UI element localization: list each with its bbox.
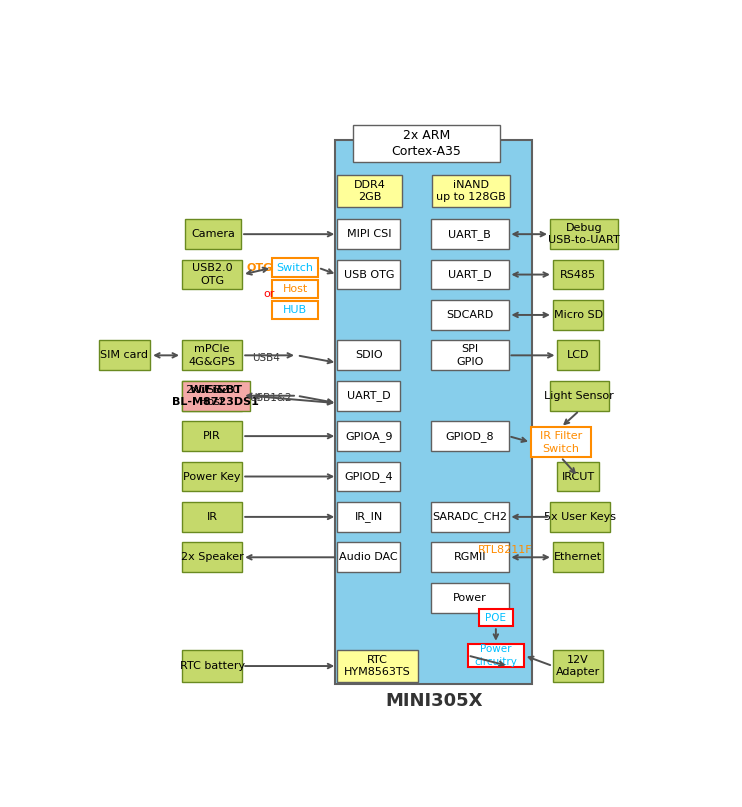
FancyBboxPatch shape [431, 542, 508, 572]
Text: iNAND
up to 128GB: iNAND up to 128GB [436, 180, 506, 203]
Text: WiFi&BT
BL-M8723DS1: WiFi&BT BL-M8723DS1 [172, 384, 259, 407]
Text: RTL8211F: RTL8211F [478, 546, 533, 555]
Text: or: or [263, 289, 275, 299]
FancyBboxPatch shape [337, 650, 418, 682]
Text: Switch: Switch [277, 263, 314, 273]
Text: 5x User Keys: 5x User Keys [544, 512, 616, 522]
Text: SARADC_CH2: SARADC_CH2 [432, 512, 508, 522]
Text: MINI305X: MINI305X [385, 692, 482, 710]
FancyBboxPatch shape [550, 381, 608, 411]
FancyBboxPatch shape [353, 125, 500, 162]
FancyBboxPatch shape [337, 175, 401, 207]
FancyBboxPatch shape [182, 650, 243, 682]
Text: USB2.0
OTG: USB2.0 OTG [191, 263, 232, 286]
Text: USB1&2: USB1&2 [249, 393, 292, 404]
Text: 2x ARM
Cortex-A35: 2x ARM Cortex-A35 [392, 129, 462, 158]
Text: UART_B: UART_B [448, 228, 491, 240]
Text: IRCUT: IRCUT [562, 471, 594, 482]
FancyBboxPatch shape [553, 542, 603, 572]
Text: RTC
HYM8563TS: RTC HYM8563TS [344, 654, 411, 677]
FancyBboxPatch shape [337, 462, 401, 491]
Text: MIPI CSI: MIPI CSI [347, 229, 391, 239]
FancyBboxPatch shape [337, 421, 401, 451]
FancyBboxPatch shape [431, 583, 508, 613]
Text: SPI
GPIO: SPI GPIO [456, 344, 483, 366]
Text: RTC battery: RTC battery [180, 661, 245, 671]
Text: LCD: LCD [567, 350, 589, 361]
FancyBboxPatch shape [182, 462, 243, 491]
FancyBboxPatch shape [553, 650, 603, 682]
FancyBboxPatch shape [335, 140, 532, 684]
Text: OTG: OTG [247, 263, 273, 274]
Text: SDIO: SDIO [355, 350, 383, 361]
Text: Audio DAC: Audio DAC [339, 552, 398, 562]
FancyBboxPatch shape [337, 341, 401, 370]
FancyBboxPatch shape [557, 341, 599, 370]
Text: IR: IR [206, 512, 217, 522]
Text: Ethernet: Ethernet [554, 552, 603, 562]
Text: IR_IN: IR_IN [355, 512, 383, 522]
Text: UART_D: UART_D [347, 391, 390, 401]
Text: Power
circuitry: Power circuitry [474, 644, 517, 667]
FancyBboxPatch shape [272, 279, 318, 298]
FancyBboxPatch shape [182, 542, 243, 572]
FancyBboxPatch shape [467, 644, 524, 667]
Text: Power: Power [453, 592, 487, 603]
FancyBboxPatch shape [337, 381, 401, 411]
FancyBboxPatch shape [337, 542, 401, 572]
FancyBboxPatch shape [337, 220, 401, 249]
FancyBboxPatch shape [99, 341, 150, 370]
Text: IR Filter
Switch: IR Filter Switch [540, 431, 582, 454]
Text: 2xUSB2.0
Host: 2xUSB2.0 Host [185, 384, 239, 407]
FancyBboxPatch shape [272, 258, 318, 277]
FancyBboxPatch shape [531, 428, 591, 458]
Text: HUB: HUB [283, 305, 307, 315]
Text: Power Key: Power Key [183, 471, 241, 482]
FancyBboxPatch shape [431, 260, 508, 290]
Text: GPIOD_4: GPIOD_4 [344, 471, 393, 482]
FancyBboxPatch shape [479, 608, 513, 626]
Text: mPCIe
4G&GPS: mPCIe 4G&GPS [188, 344, 235, 366]
Text: Micro SD: Micro SD [554, 310, 603, 320]
FancyBboxPatch shape [272, 301, 318, 320]
FancyBboxPatch shape [553, 300, 603, 330]
Text: POE: POE [485, 613, 506, 622]
FancyBboxPatch shape [431, 220, 508, 249]
FancyBboxPatch shape [432, 175, 510, 207]
Text: SDCARD: SDCARD [446, 310, 493, 320]
FancyBboxPatch shape [553, 260, 603, 290]
FancyBboxPatch shape [185, 220, 241, 249]
FancyBboxPatch shape [550, 220, 618, 249]
FancyBboxPatch shape [337, 260, 401, 290]
FancyBboxPatch shape [431, 502, 508, 532]
Text: RS485: RS485 [560, 270, 596, 279]
FancyBboxPatch shape [182, 502, 243, 532]
FancyBboxPatch shape [182, 421, 243, 451]
Text: Host: Host [283, 284, 308, 294]
FancyBboxPatch shape [550, 502, 611, 532]
Text: Light Sensor: Light Sensor [545, 391, 614, 401]
Text: USB OTG: USB OTG [344, 270, 394, 279]
Text: Debug
USB-to-UART: Debug USB-to-UART [548, 223, 620, 245]
Text: 2x Speaker: 2x Speaker [181, 552, 243, 562]
FancyBboxPatch shape [337, 502, 401, 532]
Text: DDR4
2GB: DDR4 2GB [353, 180, 385, 203]
Text: USB4: USB4 [252, 353, 280, 363]
Text: RGMII: RGMII [453, 552, 486, 562]
Text: GPIOD_8: GPIOD_8 [445, 431, 494, 441]
FancyBboxPatch shape [431, 421, 508, 451]
Text: Camera: Camera [191, 229, 235, 239]
Text: GPIOA_9: GPIOA_9 [345, 431, 393, 441]
Text: 12V
Adapter: 12V Adapter [556, 654, 600, 677]
FancyBboxPatch shape [431, 300, 508, 330]
Text: SIM card: SIM card [100, 350, 148, 361]
FancyBboxPatch shape [182, 260, 243, 290]
FancyBboxPatch shape [557, 462, 599, 491]
Text: PIR: PIR [203, 431, 221, 441]
Text: UART_D: UART_D [448, 269, 491, 280]
FancyBboxPatch shape [182, 341, 243, 370]
FancyBboxPatch shape [431, 341, 508, 370]
FancyBboxPatch shape [182, 381, 243, 411]
FancyBboxPatch shape [182, 381, 250, 411]
